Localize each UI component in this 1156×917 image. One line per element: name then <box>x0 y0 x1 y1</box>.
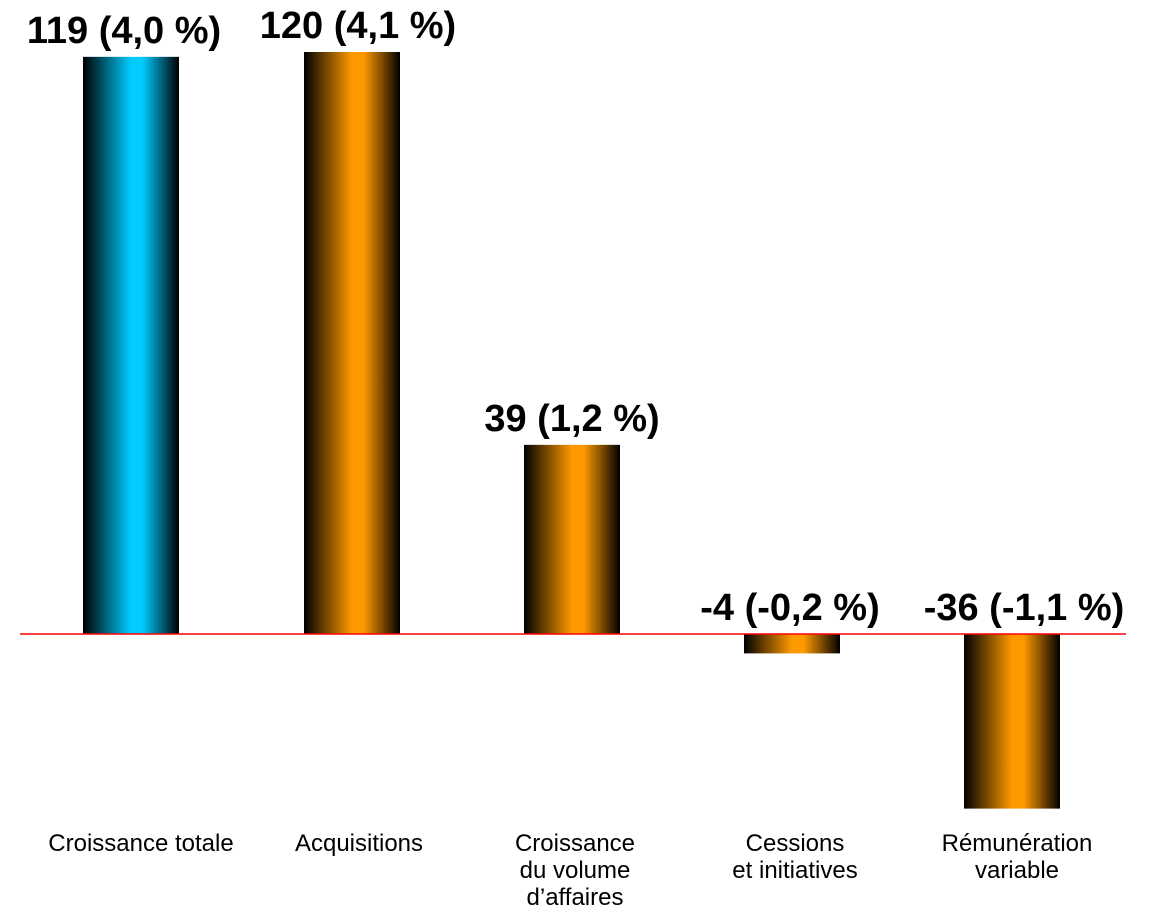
category-label-line: Acquisitions <box>295 830 423 857</box>
bar-2 <box>304 52 400 634</box>
category-label-line: variable <box>975 857 1059 884</box>
data-label-5: -36 (-1,1 %) <box>924 587 1125 629</box>
category-label-2: Acquisitions <box>295 830 423 857</box>
bar-1 <box>83 56 179 635</box>
category-label-line: et initiatives <box>732 857 857 884</box>
category-label-line: du volume <box>520 857 631 884</box>
data-label-2: 120 (4,1 %) <box>260 5 456 47</box>
bar-5 <box>964 634 1060 809</box>
value-labels-layer: 119 (4,0 %) 120 (4,1 %) 39 (1,2 %) -4 (-0,2… <box>27 5 1124 629</box>
category-labels-layer: Croissance totale Acquisitions Croissance d… <box>48 830 1092 911</box>
category-label-3: Croissance du volume d’affaires <box>515 830 635 911</box>
category-label-line: Cessions <box>746 830 845 857</box>
category-label-line: d’affaires <box>527 884 624 911</box>
bar-3 <box>524 444 620 634</box>
category-label-4: Cessions et initiatives <box>732 830 857 884</box>
category-label-5: Rémunération variable <box>942 830 1093 884</box>
category-label-line: Croissance totale <box>48 830 233 857</box>
data-label-4: -4 (-0,2 %) <box>700 587 879 629</box>
category-label-1: Croissance totale <box>48 830 233 857</box>
bars-layer <box>83 52 1060 809</box>
category-label-line: Croissance <box>515 830 635 857</box>
data-label-1: 119 (4,0 %) <box>27 10 221 52</box>
bar-4 <box>744 634 840 654</box>
category-label-line: Rémunération <box>942 830 1093 857</box>
data-label-3: 39 (1,2 %) <box>484 398 659 440</box>
